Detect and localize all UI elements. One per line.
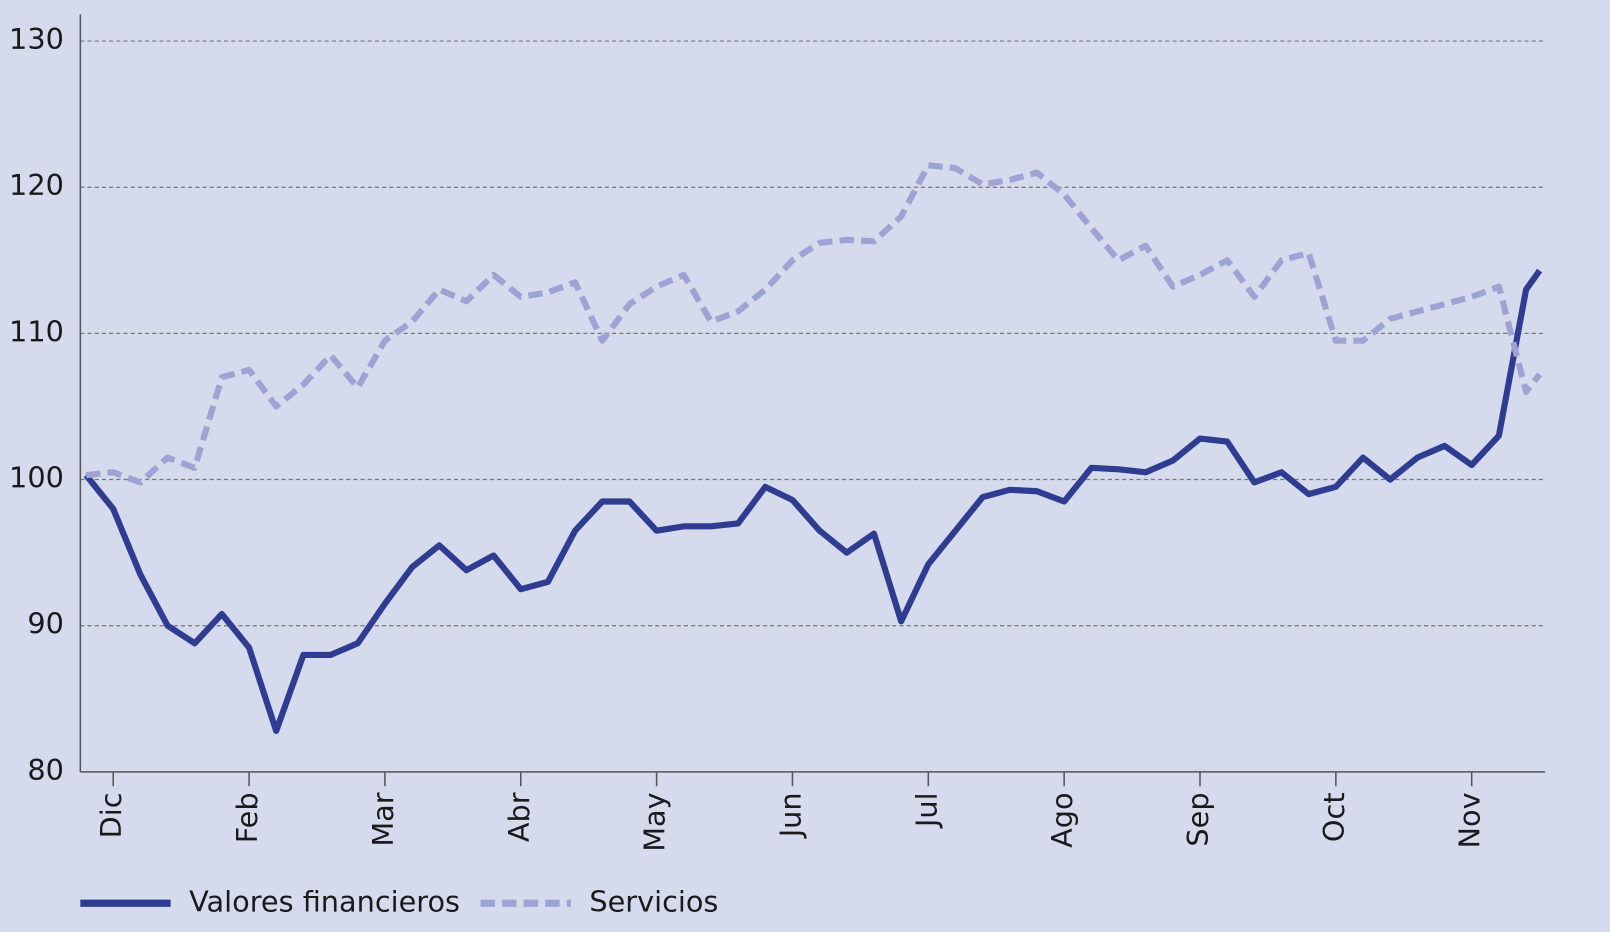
x-tick-label: Sep [1181, 792, 1215, 846]
x-tick-label: Ago [1045, 792, 1079, 847]
legend-label: Servicios [589, 884, 718, 918]
x-tick-label: Feb [230, 792, 264, 843]
y-tick-label: 90 [27, 607, 64, 641]
legend-label: Valores financieros [189, 884, 460, 918]
x-tick-label: Jun [773, 792, 807, 839]
series-line [85, 162, 1543, 486]
x-tick-label: Mar [366, 792, 400, 846]
y-tick-label: 130 [9, 22, 64, 56]
x-tick-label: Abr [502, 792, 536, 842]
y-tick-label: 80 [27, 753, 64, 787]
x-tick-label: Oct [1317, 792, 1351, 842]
y-tick-label: 100 [9, 461, 64, 495]
x-tick-label: Dic [94, 792, 128, 838]
y-tick-label: 110 [9, 314, 64, 348]
series-line [83, 268, 1543, 735]
x-tick-label: Nov [1453, 792, 1487, 848]
x-tick-label: May [638, 792, 672, 851]
x-tick-label: Jul [909, 792, 943, 829]
y-tick-label: 120 [9, 168, 64, 202]
